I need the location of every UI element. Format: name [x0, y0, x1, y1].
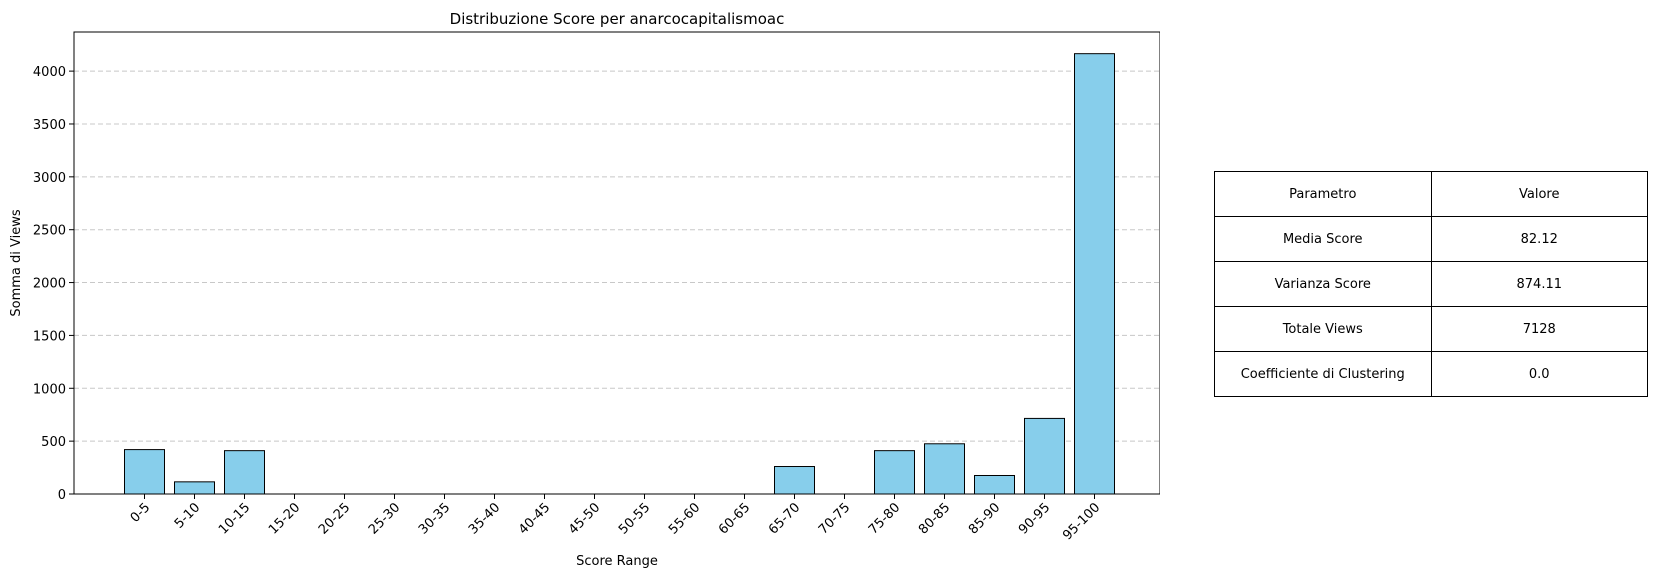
- x-axis-label: Score Range: [576, 554, 658, 569]
- y-tick-label: 0: [58, 488, 66, 503]
- plot-frame: [73, 31, 1160, 495]
- x-tick-label: 30-35: [416, 500, 453, 537]
- table-header-param: Parametro: [1214, 171, 1432, 217]
- stats-table: Parametro Valore Media Score 82.12 Varia…: [1214, 171, 1648, 397]
- bars: [124, 53, 1115, 495]
- x-tick-label: 65-70: [766, 500, 803, 537]
- x-tick-label: 35-40: [466, 500, 503, 537]
- x-tick-label: 55-60: [666, 500, 703, 537]
- table-header-value: Valore: [1430, 171, 1648, 217]
- y-gridlines: [74, 70, 1160, 442]
- table-cell-value: 82.12: [1430, 216, 1648, 262]
- table-cell-param: Coefficiente di Clustering: [1214, 351, 1432, 397]
- bar-90-95: [1024, 417, 1065, 495]
- x-tick-label: 5-10: [172, 500, 203, 531]
- bar-65-70: [774, 466, 815, 495]
- x-tick-label: 50-55: [616, 500, 653, 537]
- y-tick-label: 4000: [33, 65, 66, 80]
- x-tick-label: 75-80: [866, 500, 903, 537]
- x-axis-ticks: 0-5 5-10 10-15 15-20 20-25 25-30 30-35 35-40 40-…: [128, 494, 1103, 543]
- x-tick-label: 0-5: [128, 500, 154, 526]
- x-tick-label: 90-95: [1016, 500, 1053, 537]
- y-axis-label: Somma di Views: [9, 209, 24, 316]
- y-tick-label: 1500: [33, 329, 66, 344]
- bar-10-15: [224, 450, 265, 495]
- chart-title: Distribuzione Score per anarcocapitalism…: [450, 10, 785, 28]
- y-tick-label: 1000: [33, 382, 66, 397]
- x-tick-label: 80-85: [916, 500, 953, 537]
- bar-chart: Distribuzione Score per anarcocapitalism…: [9, 10, 1160, 569]
- x-tick-label: 60-65: [716, 500, 753, 537]
- y-tick-label: 500: [41, 435, 66, 450]
- table-row: Media Score 82.12: [1214, 216, 1648, 262]
- table-cell-param: Varianza Score: [1214, 261, 1432, 307]
- x-tick-label: 25-30: [366, 500, 403, 537]
- bar-0-5: [124, 449, 165, 495]
- table-cell-param: Totale Views: [1214, 306, 1432, 352]
- x-tick-label: 20-25: [316, 500, 353, 537]
- table-row: Totale Views 7128: [1214, 306, 1648, 352]
- x-tick-label: 85-90: [966, 500, 1003, 537]
- y-tick-label: 2500: [33, 224, 66, 239]
- table-header-row: Parametro Valore: [1214, 171, 1648, 217]
- bar-95-100: [1074, 53, 1115, 495]
- table-row: Varianza Score 874.11: [1214, 261, 1648, 307]
- x-tick-label: 15-20: [266, 500, 303, 537]
- bar-75-80: [874, 450, 915, 495]
- x-tick-label: 10-15: [216, 500, 253, 537]
- bar-85-90: [974, 474, 1015, 495]
- y-tick-label: 3000: [33, 171, 66, 186]
- y-tick-label: 3500: [33, 118, 66, 133]
- table-cell-value: 0.0: [1430, 351, 1648, 397]
- bar-80-85: [924, 443, 965, 495]
- y-tick-label: 2000: [33, 277, 66, 292]
- table-row: Coefficiente di Clustering 0.0: [1214, 351, 1648, 397]
- bar-5-10: [174, 481, 215, 495]
- table-cell-value: 874.11: [1430, 261, 1648, 307]
- x-tick-label: 70-75: [816, 500, 853, 537]
- x-tick-label: 95-100: [1060, 500, 1103, 543]
- x-tick-label: 45-50: [566, 500, 603, 537]
- x-tick-label: 40-45: [516, 500, 553, 537]
- table-cell-param: Media Score: [1214, 216, 1432, 262]
- y-axis-ticks: 0 500 1000 1500 2000 2500 3000 3500 4000: [33, 65, 74, 503]
- table-cell-value: 7128: [1430, 306, 1648, 352]
